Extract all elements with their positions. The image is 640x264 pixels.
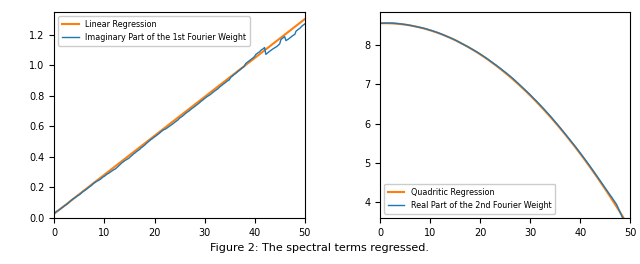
Imaginary Part of the 1st Fourier Weight: [289, 34, 296, 37]
Imaginary Part of the 1st Fourier Weight: [97, 177, 105, 180]
Real Part of the 2nd Fourier Weight: [444, 35, 452, 38]
Imaginary Part of the 1st Fourier Weight: [280, 36, 287, 39]
Real Part of the 2nd Fourier Weight: [615, 208, 623, 211]
Line: Imaginary Part of the 1st Fourier Weight: Imaginary Part of the 1st Fourier Weight: [54, 24, 305, 213]
Quadritic Regression: [381, 22, 389, 25]
Imaginary Part of the 1st Fourier Weight: [301, 22, 308, 26]
Line: Quadritic Regression: Quadritic Regression: [380, 23, 630, 229]
Real Part of the 2nd Fourier Weight: [424, 28, 431, 31]
Linear Regression: [61, 204, 68, 207]
Real Part of the 2nd Fourier Weight: [387, 22, 395, 25]
Real Part of the 2nd Fourier Weight: [627, 234, 634, 237]
Linear Regression: [301, 17, 308, 21]
Quadritic Regression: [376, 22, 384, 25]
Imaginary Part of the 1st Fourier Weight: [51, 212, 58, 215]
Line: Real Part of the 2nd Fourier Weight: Real Part of the 2nd Fourier Weight: [380, 23, 630, 235]
Quadritic Regression: [615, 209, 623, 212]
Imaginary Part of the 1st Fourier Weight: [66, 200, 74, 204]
Linear Regression: [289, 27, 296, 30]
Line: Linear Regression: Linear Regression: [54, 19, 305, 214]
Legend: Quadritic Regression, Real Part of the 2nd Fourier Weight: Quadritic Regression, Real Part of the 2…: [384, 184, 556, 214]
Linear Regression: [280, 34, 287, 37]
Imaginary Part of the 1st Fourier Weight: [117, 162, 125, 165]
Linear Regression: [97, 176, 105, 179]
Quadritic Regression: [607, 195, 614, 199]
Legend: Linear Regression, Imaginary Part of the 1st Fourier Weight: Linear Regression, Imaginary Part of the…: [58, 16, 250, 46]
Quadritic Regression: [444, 35, 452, 39]
Real Part of the 2nd Fourier Weight: [607, 194, 614, 197]
Real Part of the 2nd Fourier Weight: [392, 22, 400, 25]
Quadritic Regression: [424, 28, 431, 31]
Quadritic Regression: [387, 22, 395, 25]
Quadritic Regression: [392, 22, 400, 25]
Linear Regression: [51, 212, 58, 215]
Text: Figure 2: The spectral terms regressed.: Figure 2: The spectral terms regressed.: [211, 243, 429, 253]
Real Part of the 2nd Fourier Weight: [383, 21, 390, 25]
Linear Regression: [66, 200, 74, 203]
Quadritic Regression: [627, 228, 634, 231]
Real Part of the 2nd Fourier Weight: [376, 22, 384, 25]
Linear Regression: [117, 160, 125, 163]
Imaginary Part of the 1st Fourier Weight: [61, 204, 68, 208]
